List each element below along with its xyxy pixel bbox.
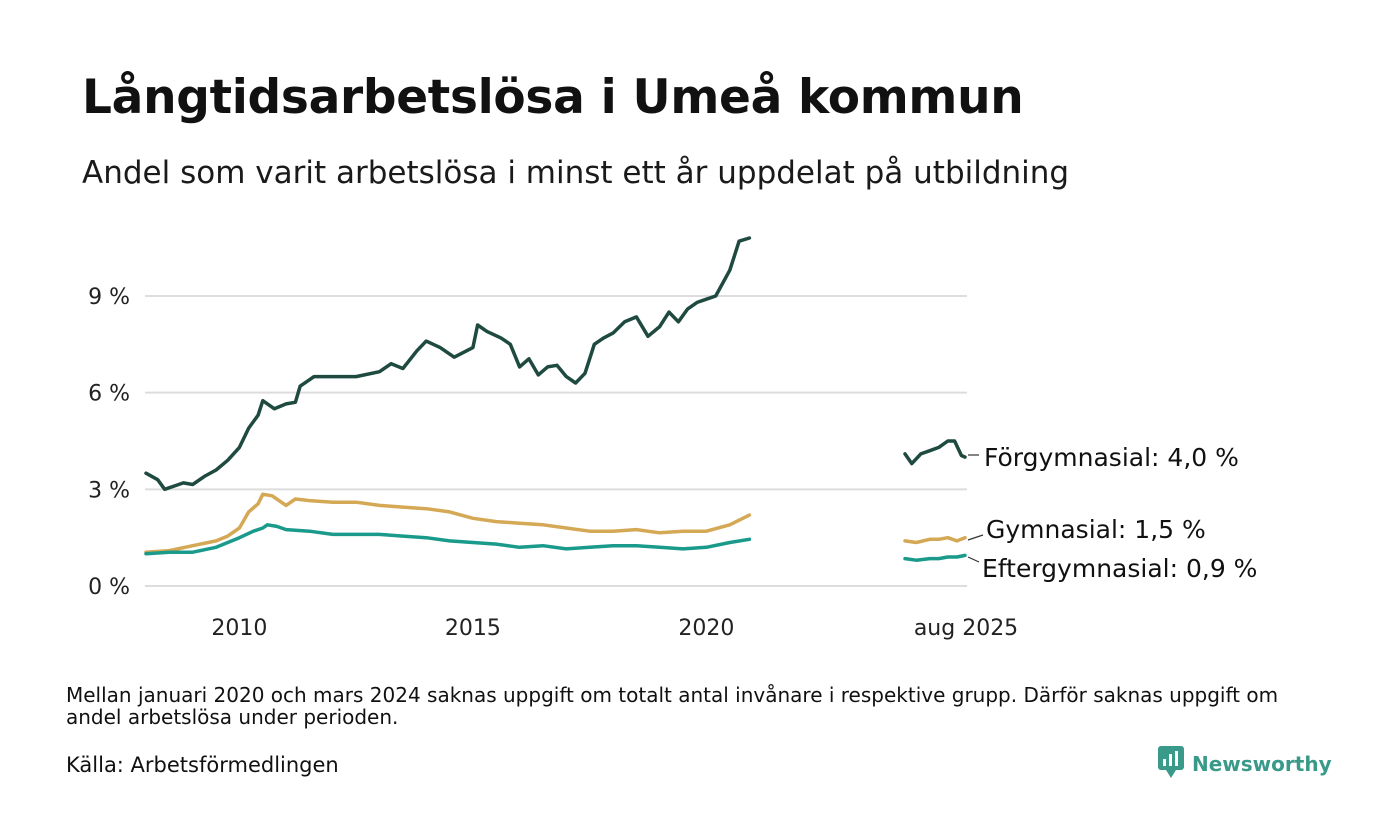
y-tick-label: 0 % [88, 575, 130, 600]
series-line-forgymnasial-early [144, 236, 752, 492]
footnote: Mellan januari 2020 och mars 2024 saknas… [66, 683, 1279, 729]
series-lines [144, 236, 967, 562]
y-tick-label: 6 % [88, 382, 130, 407]
series-line-gymnasial-early [144, 492, 752, 554]
series-end-label-eftergymnasial: Eftergymnasial: 0,9 % [982, 554, 1257, 583]
series-end-label-forgymnasial: Förgymnasial: 4,0 % [984, 443, 1239, 472]
series-end-label-gymnasial: Gymnasial: 1,5 % [986, 515, 1206, 544]
y-tick-label: 9 % [88, 285, 130, 310]
x-tick-label: 2010 [211, 616, 267, 641]
x-tick-label: 2020 [678, 616, 734, 641]
chart-title: Långtidsarbetslösa i Umeå kommun [82, 70, 1024, 125]
end-labels: Förgymnasial: 4,0 % Gymnasial: 1,5 % Efter… [967, 443, 1257, 583]
x-axis-ticks: 2010 2015 2020 aug 2025 [211, 616, 1018, 641]
series-line-forgymnasial-recent [903, 439, 967, 466]
series-line-gymnasial-recent [903, 535, 967, 545]
bar-chart-icon [1158, 746, 1184, 782]
x-tick-label: 2015 [445, 616, 501, 641]
label-connector [967, 534, 984, 541]
brand-logo[interactable]: Newsworthy [1158, 746, 1332, 782]
line-chart: 0 % 3 % 6 % 9 % 2010 2015 2020 aug 2025 Förgym… [88, 236, 1257, 641]
gridlines [145, 295, 967, 587]
source-text: Källa: Arbetsförmedlingen [66, 753, 339, 777]
series-line-eftergymnasial-recent [903, 553, 967, 562]
x-tick-label: aug 2025 [914, 616, 1018, 641]
series-line-eftergymnasial-early [144, 523, 752, 556]
y-axis-ticks: 0 % 3 % 6 % 9 % [88, 285, 130, 600]
label-connector [967, 556, 980, 563]
brand-name: Newsworthy [1192, 752, 1332, 776]
y-tick-label: 3 % [88, 478, 130, 503]
chart-subtitle: Andel som varit arbetslösa i minst ett å… [82, 155, 1070, 191]
